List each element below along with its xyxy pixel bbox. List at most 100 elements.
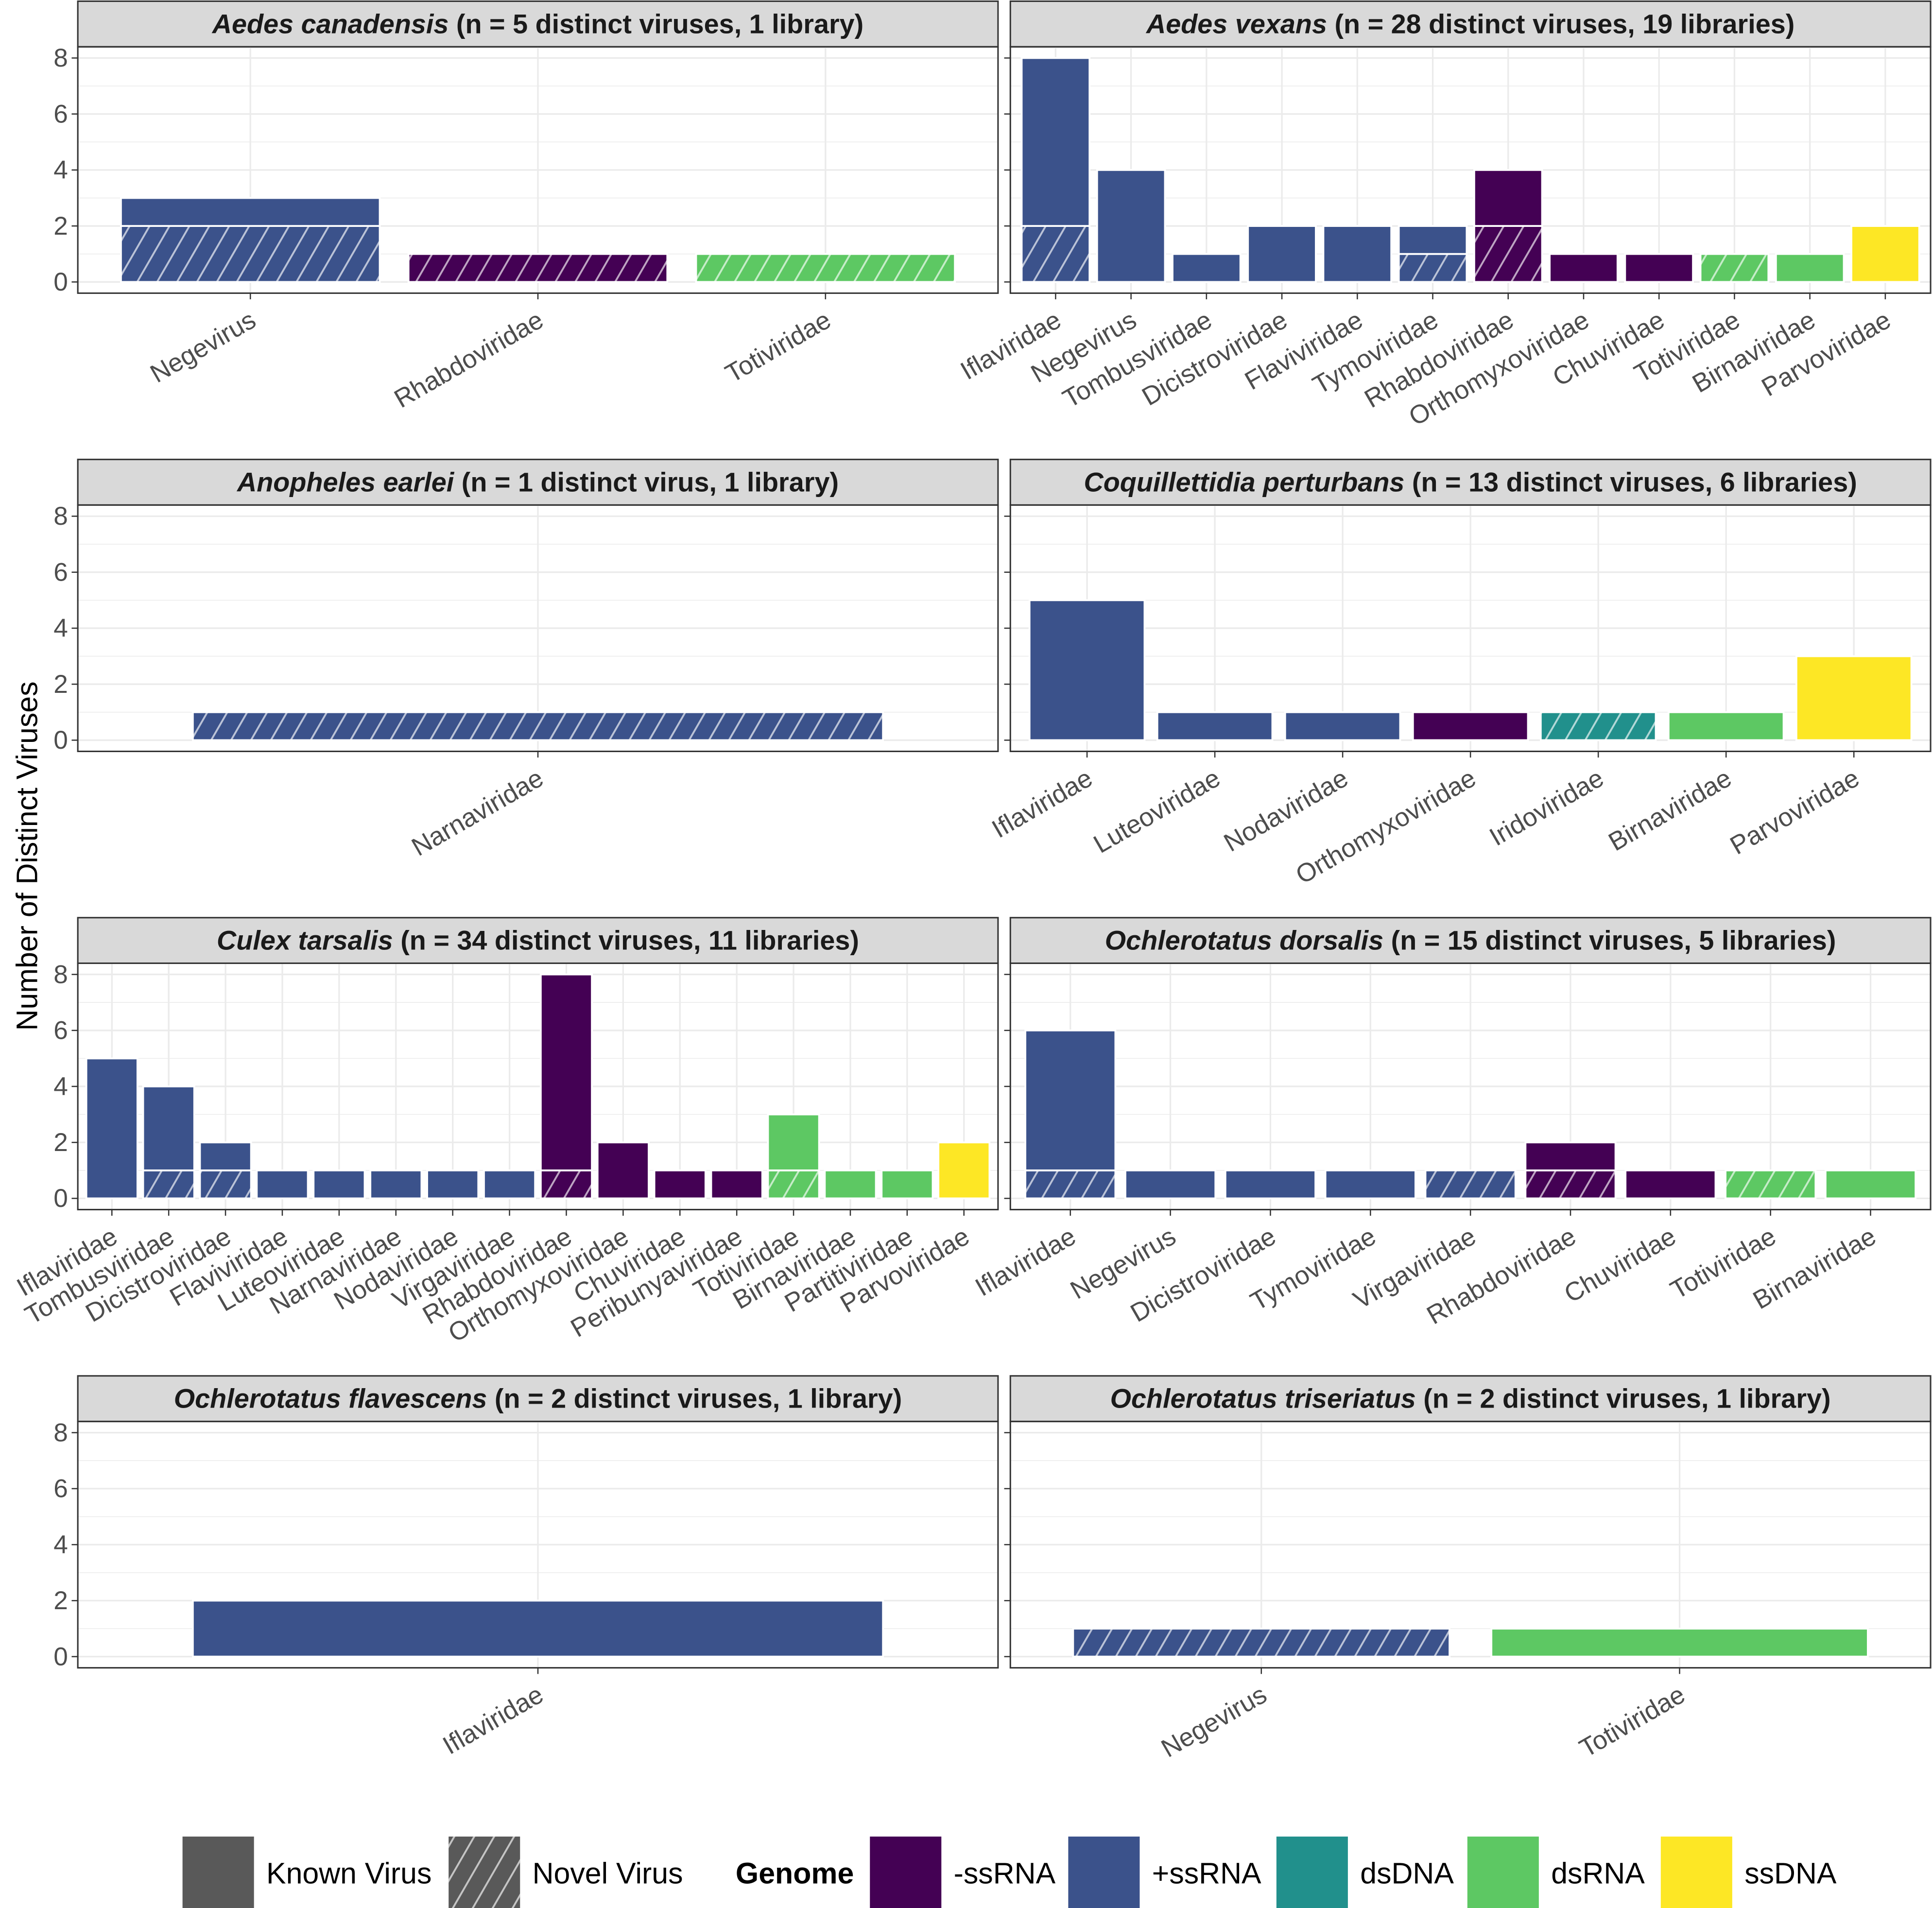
bar-novel-hatch (540, 1170, 592, 1199)
facet-panels: Aedes canadensis (n = 5 distinct viruses… (12, 0, 1932, 1763)
bar-known (256, 1169, 309, 1200)
y-tick-label: 8 (53, 502, 68, 531)
legend: Known Virus Novel Virus Genome -ssRNA +ssRNA… (182, 1836, 1837, 1908)
bar-novel-hatch (1073, 1628, 1450, 1657)
panel-subtitle: (n = 13 distinct viruses, 6 libraries) (1404, 467, 1857, 498)
bar-novel-hatch (1700, 254, 1769, 282)
x-tick-label: Iflaviridae (438, 1680, 548, 1760)
bar-known (937, 1141, 991, 1200)
panel-title: Coquillettidia perturbans (n = 13 distin… (1084, 467, 1857, 498)
bar-novel-hatch (1398, 254, 1467, 282)
panel-title: Ochlerotatus triseriatus (n = 2 distinct… (1110, 1384, 1831, 1414)
legend-key (1276, 1836, 1348, 1908)
panel-title: Ochlerotatus dorsalis (n = 15 distinct v… (1105, 926, 1836, 956)
x-tick-label: Iridoviridae (1484, 764, 1608, 852)
y-tick-label: 6 (53, 1475, 68, 1503)
bar-known (1524, 1141, 1617, 1171)
bar-novel-hatch (200, 1170, 251, 1199)
strip-background (77, 459, 999, 506)
y-tick-label: 0 (53, 1642, 68, 1671)
y-tick-label: 0 (53, 726, 68, 755)
x-tick-label: Luteoviridae (1089, 764, 1225, 859)
bar-known (1775, 253, 1845, 283)
species-name: Culex tarsalis (217, 926, 393, 956)
legend-item-status: Known Virus (182, 1836, 431, 1908)
bar-known (1624, 253, 1694, 283)
y-tick-label: 0 (53, 1184, 68, 1213)
y-tick-label: 2 (53, 212, 68, 241)
x-tick-label: Iflaviridae (987, 764, 1098, 844)
x-tick-label: Narnaviridae (407, 764, 548, 862)
panel-border (77, 46, 999, 294)
panel-subtitle: (n = 2 distinct viruses, 1 library) (1416, 1384, 1831, 1414)
legend-label: ssDNA (1744, 1856, 1837, 1890)
bar-novel-hatch (768, 1170, 819, 1199)
panel-subtitle: (n = 34 distinct viruses, 11 libraries) (393, 926, 859, 956)
y-tick-label: 4 (53, 614, 68, 643)
y-tick-label: 4 (53, 1530, 68, 1559)
bar-known (199, 1141, 252, 1171)
strip-background (77, 0, 999, 48)
y-axis-title: Number of Distinct Viruses (10, 681, 43, 1031)
bar-novel-hatch (1725, 1170, 1816, 1199)
bar-known (1795, 655, 1913, 741)
bar-known (1224, 1169, 1316, 1200)
bar-known (1322, 225, 1393, 283)
x-tick-label: Negevirus (1156, 1680, 1272, 1763)
panel-title: Aedes canadensis (n = 5 distinct viruses… (211, 9, 863, 39)
strip-background (1009, 917, 1932, 964)
panel-border (77, 504, 999, 752)
strip-background (1009, 459, 1932, 506)
bar-novel-hatch (143, 1170, 194, 1199)
bar-known (1028, 599, 1146, 741)
panel: Aedes vexans (n = 28 distinct viruses, 1… (956, 0, 1932, 431)
bar-known (312, 1169, 366, 1200)
y-tick-label: 6 (53, 558, 68, 586)
bar-known (120, 197, 381, 227)
panel: Anopheles earlei (n = 1 distinct virus, … (53, 459, 999, 862)
legend-label: -ssRNA (954, 1856, 1056, 1890)
panel-border (1009, 962, 1932, 1211)
panel-subtitle: (n = 28 distinct viruses, 19 libraries) (1327, 9, 1794, 39)
bar-novel-hatch (1025, 1170, 1116, 1199)
species-name: Aedes vexans (1145, 9, 1327, 39)
bar-known (1172, 253, 1242, 283)
bar-known (1850, 225, 1920, 283)
strip-background (1009, 1375, 1932, 1423)
panel-subtitle: (n = 5 distinct viruses, 1 library) (448, 9, 863, 39)
bar-novel-hatch (696, 254, 955, 282)
species-name: Coquillettidia perturbans (1084, 467, 1405, 498)
y-tick-label: 2 (53, 1586, 68, 1615)
bar-known (1397, 225, 1468, 255)
panel: Ochlerotatus triseriatus (n = 2 distinct… (1004, 1375, 1932, 1763)
bar-known (880, 1169, 934, 1200)
legend-label: dsDNA (1360, 1856, 1454, 1890)
bar-known (767, 1113, 820, 1171)
y-tick-label: 8 (53, 44, 68, 72)
bar-known (710, 1169, 763, 1200)
legend-key (1068, 1836, 1140, 1908)
legend-key (182, 1836, 254, 1908)
bar-known (1024, 1029, 1117, 1171)
legend-key-hatch (448, 1836, 520, 1908)
legend-key (1467, 1836, 1539, 1908)
x-tick-label: Rhabdoviridae (390, 306, 549, 414)
panel-border (1009, 46, 1932, 294)
bar-novel-hatch (121, 226, 380, 282)
species-name: Ochlerotatus dorsalis (1105, 926, 1383, 956)
y-tick-label: 2 (53, 1128, 68, 1157)
legend-item-genome: dsDNA (1276, 1836, 1454, 1908)
bar-known (1825, 1169, 1917, 1200)
legend-item-genome: ssDNA (1660, 1836, 1837, 1908)
bar-known (1124, 1169, 1217, 1200)
panel-title: Culex tarsalis (n = 34 distinct viruses,… (217, 926, 859, 956)
panel: Aedes canadensis (n = 5 distinct viruses… (53, 0, 999, 414)
bar-known (1156, 711, 1274, 741)
bar-known (1624, 1169, 1717, 1200)
legend-label: Known Virus (266, 1856, 431, 1890)
panel: Coquillettidia perturbans (n = 13 distin… (987, 459, 1932, 890)
y-tick-label: 4 (53, 156, 68, 185)
strip-background (1009, 0, 1932, 48)
panel-subtitle: (n = 15 distinct viruses, 5 libraries) (1383, 926, 1836, 956)
bar-known (1284, 711, 1401, 741)
